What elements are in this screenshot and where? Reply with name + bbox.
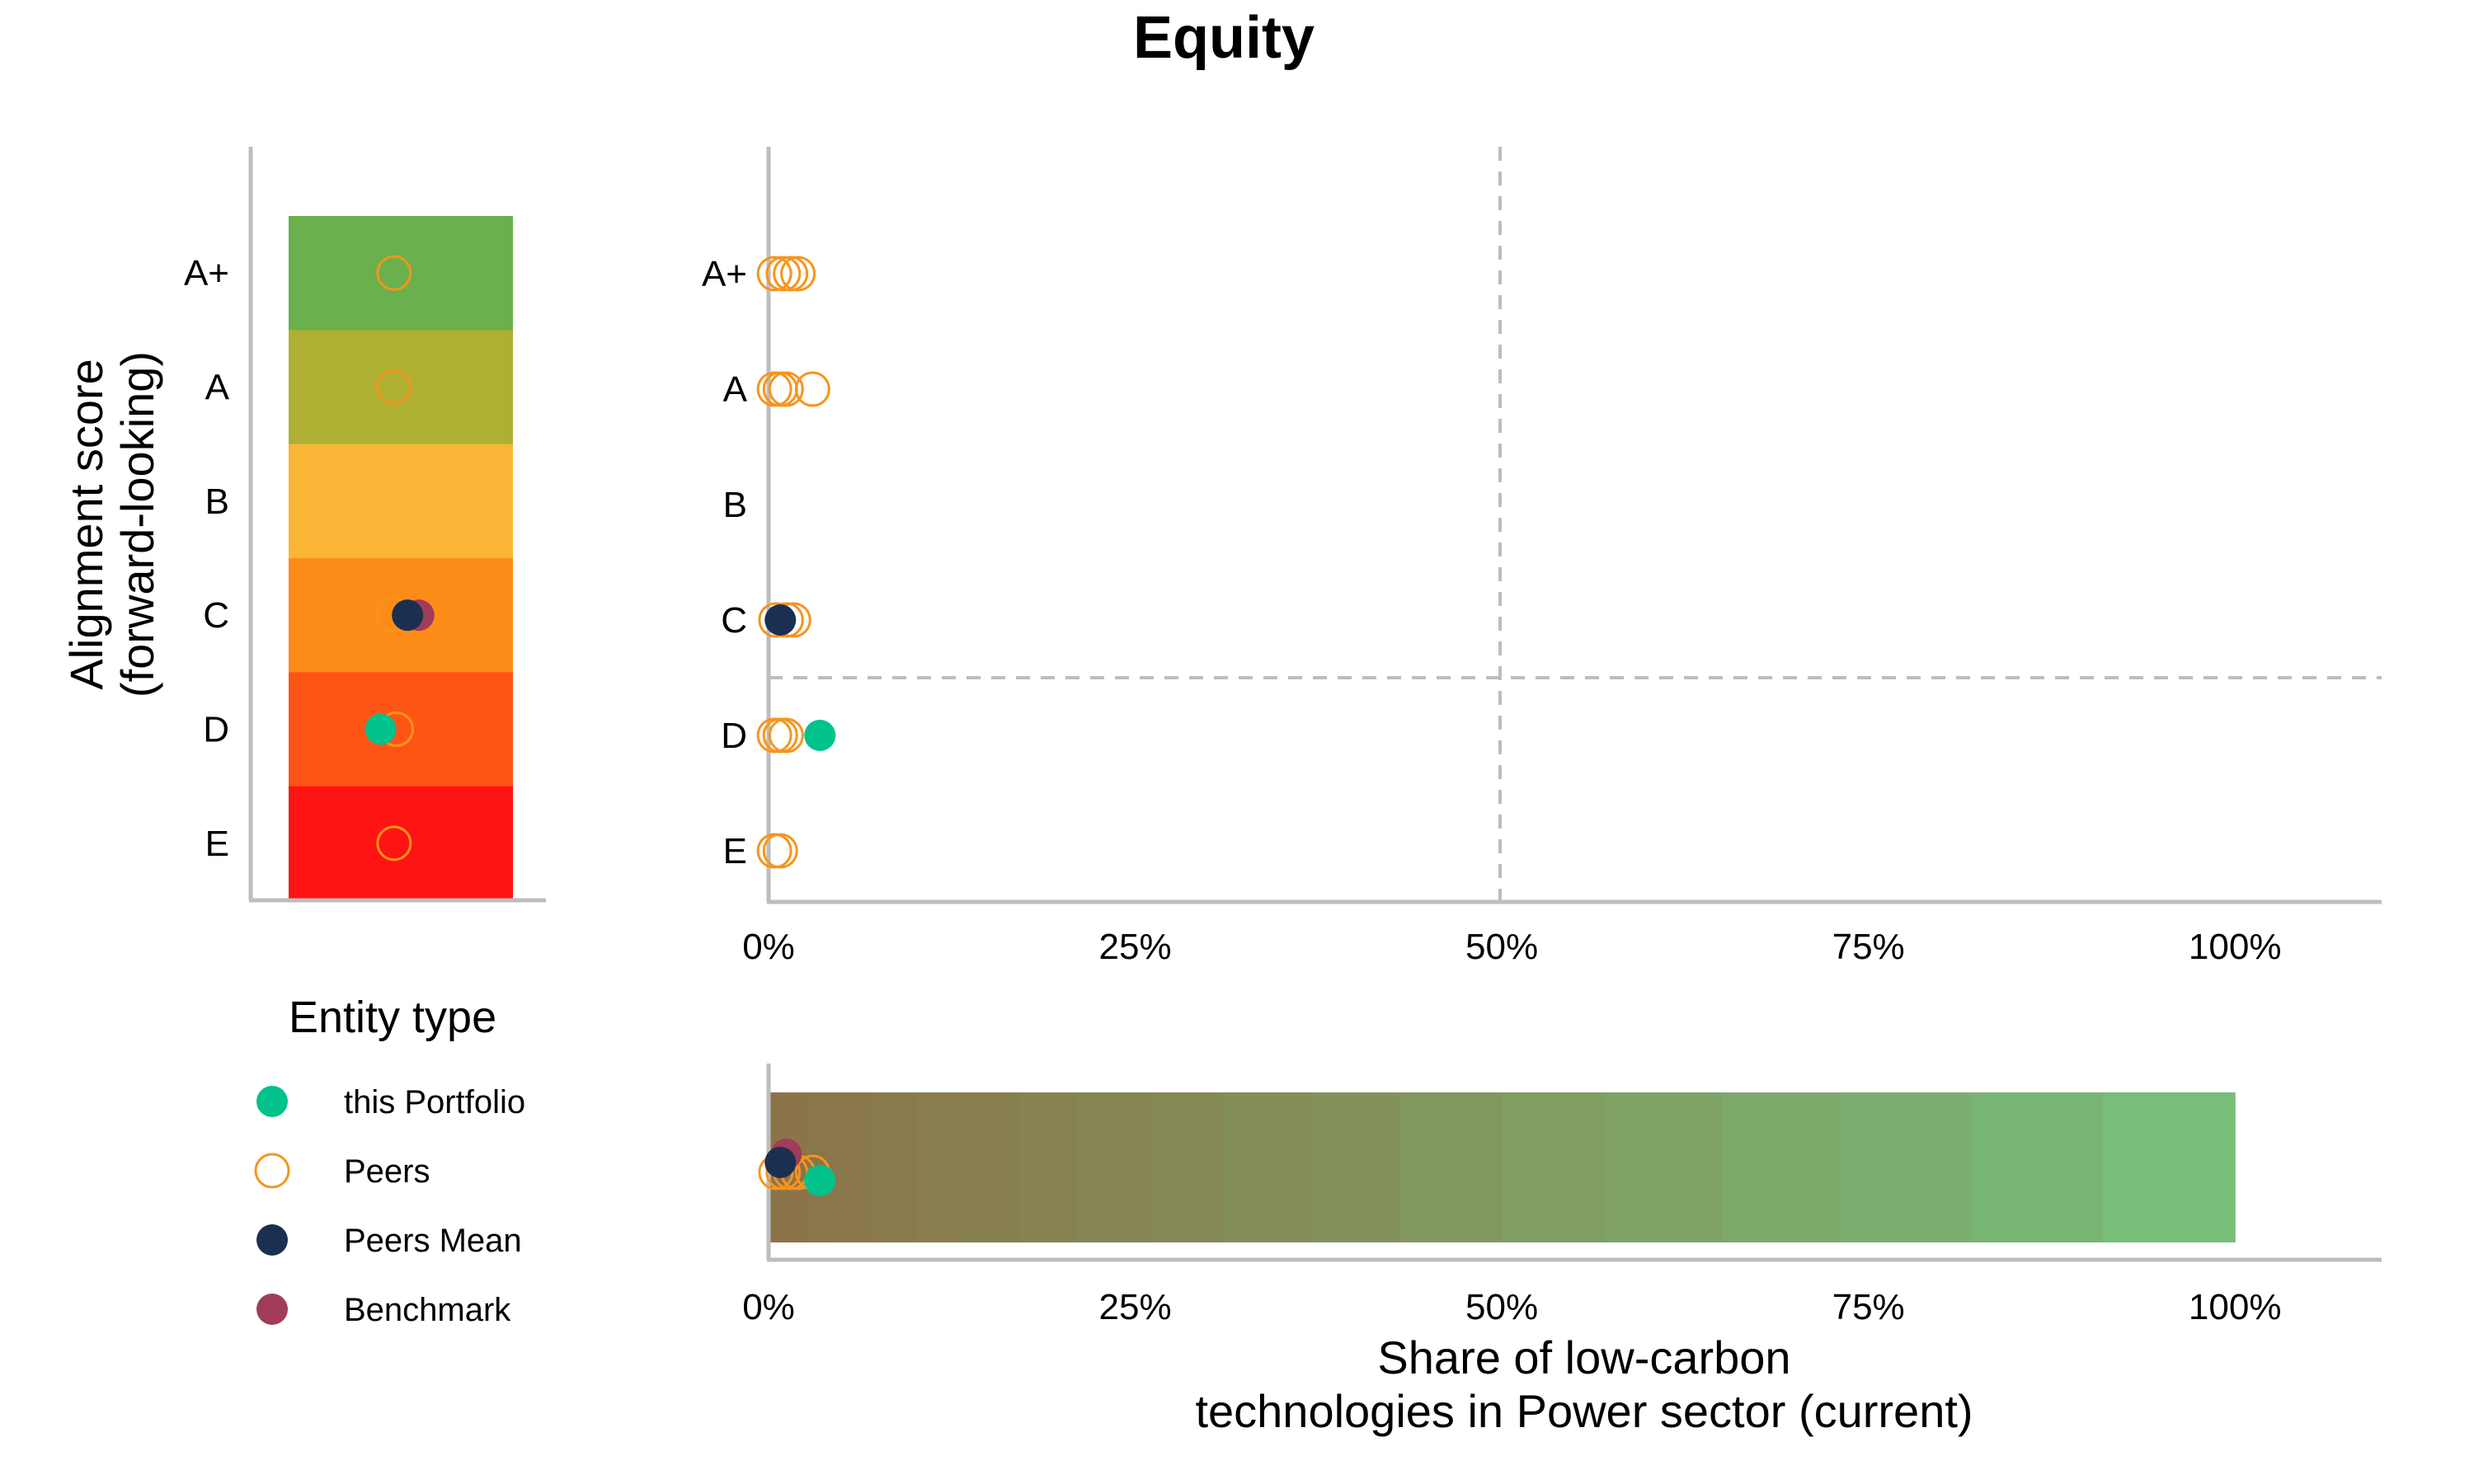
main-y-tick-a: A — [723, 369, 748, 410]
bottom-x-tick-25pct: 25% — [1099, 1287, 1172, 1327]
score-band-a — [289, 330, 513, 445]
bottom-points — [758, 1139, 836, 1196]
left-y-axis-title-line2: (forward-looking) — [111, 351, 163, 697]
gradient-band-6 — [959, 1092, 1018, 1242]
bottom-point-this-portfolio-7 — [804, 1165, 836, 1196]
left-point-peers-mean-c — [392, 599, 424, 632]
bottom-point-peers-mean-6 — [764, 1147, 797, 1178]
left-y-axis-title-line1: Alignment score — [60, 359, 112, 690]
left-y-tick-a: A — [205, 368, 230, 408]
score-band-e — [289, 786, 513, 901]
gradient-band-8 — [1076, 1092, 1150, 1242]
legend-item-peers-mean: Peers Mean — [256, 1223, 522, 1259]
legend-label-benchmark: Benchmark — [344, 1292, 511, 1328]
chart-title: Equity — [1133, 5, 1315, 71]
score-band-a-plus — [289, 216, 513, 331]
bottom-x-tick-75pct: 75% — [1832, 1287, 1905, 1327]
gradient-band-11 — [1310, 1092, 1400, 1242]
gradient-band-5 — [915, 1092, 960, 1242]
main-x-tick-75pct: 75% — [1832, 927, 1905, 967]
legend-label-this-portfolio: this Portfolio — [344, 1084, 525, 1120]
main-point-peers-a-plus-0 — [756, 256, 793, 292]
bottom-x-tick-labels: 0% 25% 50% 75% 100% — [742, 1287, 2281, 1327]
gradient-band-14 — [1604, 1092, 1723, 1242]
bottom-gradient-panel: 0% 25% 50% 75% 100% Share of low-carbon tech… — [742, 1064, 2382, 1437]
score-band-b — [289, 444, 513, 559]
main-point-peers-mean-c-16 — [764, 604, 797, 636]
main-y-tick-e: E — [723, 831, 747, 871]
left-point-this-portfolio-d — [365, 713, 397, 745]
bottom-x-tick-0pct: 0% — [742, 1287, 795, 1327]
legend-label-peers: Peers — [344, 1153, 430, 1190]
gradient-band-17 — [1971, 1092, 2104, 1242]
main-y-tick-a-plus: A+ — [702, 254, 747, 294]
main-x-tick-25pct: 25% — [1099, 927, 1172, 967]
legend-item-benchmark: Benchmark — [256, 1292, 511, 1328]
legend-item-this-portfolio: this Portfolio — [256, 1084, 525, 1120]
gradient-band-3 — [835, 1092, 872, 1242]
main-y-tick-labels: A+ A B C D E — [702, 254, 748, 871]
main-point-peers-a-7 — [794, 371, 830, 407]
bottom-x-axis-title-line1: Share of low-carbon — [1377, 1331, 1790, 1383]
legend: Entity type this Portfolio Peers Peers Mea… — [254, 993, 525, 1328]
left-y-tick-d: D — [203, 710, 229, 750]
left-y-tick-b: B — [205, 481, 229, 522]
bottom-x-axis-title-line2: technologies in Power sector (current) — [1195, 1385, 1973, 1437]
gradient-band-13 — [1502, 1092, 1606, 1242]
gradient-band-4 — [871, 1092, 916, 1242]
main-scatter-panel: A+ A B C D E 0% 25% 50% 75% 100% — [702, 147, 2382, 967]
main-x-tick-50pct: 50% — [1465, 927, 1538, 967]
bottom-x-tick-100pct: 100% — [2189, 1287, 2282, 1327]
legend-marker-peers-mean — [256, 1224, 288, 1256]
main-x-tick-0pct: 0% — [742, 927, 795, 967]
gradient-band-9 — [1150, 1092, 1224, 1242]
main-point-peers-a-plus-1 — [765, 256, 802, 292]
legend-item-peers: Peers — [254, 1153, 430, 1190]
legend-marker-this-portfolio — [256, 1086, 288, 1117]
main-y-tick-d: D — [721, 716, 747, 756]
gradient-band-7 — [1018, 1092, 1078, 1242]
left-y-tick-c: C — [203, 595, 229, 636]
left-point-peers-e — [376, 825, 412, 862]
gradient-band-15 — [1721, 1092, 1840, 1242]
legend-items: this Portfolio Peers Peers Mean Benchmark — [254, 1084, 525, 1328]
main-points — [756, 256, 836, 869]
legend-marker-benchmark — [256, 1294, 288, 1325]
main-point-this-portfolio-d-17 — [804, 720, 836, 751]
main-point-peers-a-plus-3 — [780, 256, 816, 292]
left-y-tick-a-plus: A+ — [184, 253, 229, 294]
main-point-peers-e-15 — [762, 833, 798, 869]
left-point-peers-a-plus — [376, 255, 412, 291]
main-point-peers-a-6 — [768, 371, 804, 407]
main-y-tick-b: B — [723, 485, 747, 525]
legend-title: Entity type — [289, 993, 496, 1042]
legend-marker-peers — [254, 1153, 290, 1189]
score-bands — [289, 216, 513, 901]
left-score-panel: A+ A B C D E Alignment score (forward-looking… — [60, 147, 546, 903]
bottom-x-tick-50pct: 50% — [1465, 1287, 1538, 1327]
gradient-bands — [769, 1092, 2236, 1242]
left-y-tick-labels: A+ A B C D E — [184, 253, 230, 864]
left-points — [365, 255, 435, 862]
main-x-tick-100pct: 100% — [2189, 927, 2282, 967]
score-band-d — [289, 672, 513, 787]
main-point-peers-d-13 — [768, 717, 804, 754]
left-point-peers-a — [376, 369, 412, 405]
gradient-band-12 — [1399, 1092, 1503, 1242]
gradient-band-16 — [1839, 1092, 1972, 1242]
legend-label-peers-mean: Peers Mean — [344, 1223, 522, 1259]
main-x-tick-labels: 0% 25% 50% 75% 100% — [742, 927, 2281, 967]
gradient-band-18 — [2103, 1092, 2236, 1242]
left-y-tick-e: E — [205, 824, 229, 864]
main-y-tick-c: C — [721, 600, 747, 641]
gradient-band-10 — [1223, 1092, 1312, 1242]
main-point-peers-a-plus-2 — [773, 256, 809, 292]
